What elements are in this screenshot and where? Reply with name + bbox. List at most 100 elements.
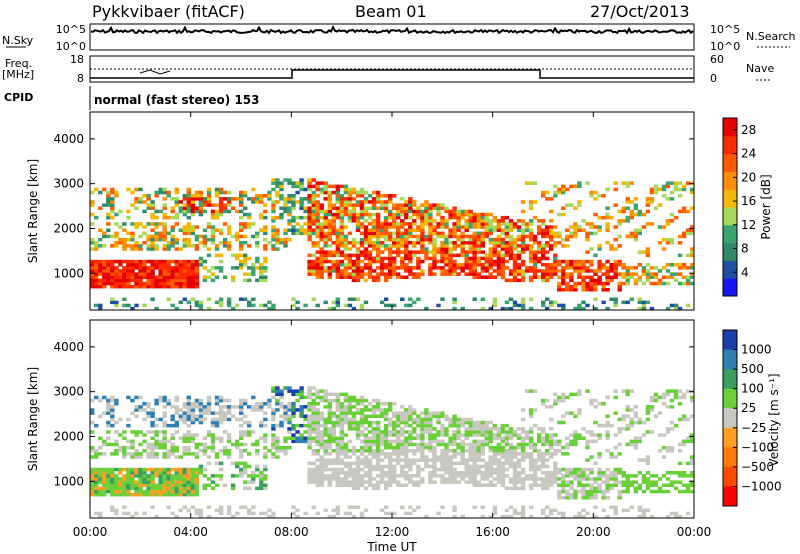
velocity-cell	[102, 486, 107, 491]
velocity-cell	[247, 423, 252, 428]
power-cell	[408, 234, 413, 239]
power-cell	[456, 266, 461, 270]
velocity-cell	[440, 480, 445, 484]
velocity-cell	[359, 445, 365, 450]
velocity-cell	[412, 442, 417, 447]
power-cell	[532, 259, 538, 264]
velocity-cell	[424, 417, 429, 422]
velocity-cell	[561, 392, 566, 397]
velocity-cell	[154, 492, 159, 497]
power-cell	[392, 206, 397, 210]
power-cell	[613, 272, 618, 276]
power-cell	[444, 253, 449, 258]
power-cell	[392, 194, 397, 198]
velocity-cell	[311, 411, 316, 415]
power-cell	[263, 269, 268, 273]
velocity-cell	[186, 477, 191, 481]
velocity-cell	[585, 496, 590, 500]
power-cell	[597, 215, 602, 220]
velocity-cell	[416, 449, 421, 453]
velocity-cell	[134, 492, 139, 497]
power-cell	[512, 244, 518, 248]
velocity-cell	[383, 439, 389, 444]
velocity-cell	[251, 474, 256, 478]
power-cell	[452, 247, 457, 251]
velocity-cell	[549, 474, 554, 478]
power-cell	[661, 194, 667, 198]
velocity-cell	[110, 474, 115, 478]
velocity-cell	[311, 414, 316, 418]
power-cell	[549, 244, 554, 248]
power-cell	[198, 200, 204, 204]
velocity-cell	[637, 439, 642, 444]
power-cell	[202, 241, 208, 245]
velocity-cell	[170, 442, 175, 447]
power-cell	[408, 272, 413, 276]
velocity-cell	[379, 433, 385, 437]
power-cell	[629, 272, 634, 276]
power-cell	[343, 256, 349, 261]
velocity-cell	[440, 430, 445, 434]
power-cell	[158, 231, 163, 236]
velocity-cell	[367, 461, 373, 466]
velocity-cell	[327, 398, 332, 403]
velocity-cell	[444, 442, 449, 447]
power-cell	[263, 244, 268, 248]
power-cell	[311, 190, 316, 195]
velocity-cell	[488, 461, 493, 466]
power-cell	[528, 253, 534, 258]
power-cell	[194, 225, 200, 229]
velocity-cell	[335, 402, 340, 406]
power-cell	[569, 263, 574, 267]
velocity-cell	[601, 508, 606, 513]
velocity-cell	[275, 423, 280, 428]
power-cell	[436, 266, 441, 270]
velocity-cell	[194, 471, 200, 475]
velocity-cell	[500, 445, 506, 450]
power-cell	[432, 247, 437, 251]
power-cell	[629, 297, 634, 301]
velocity-colorbar-tick: −25	[741, 421, 766, 435]
velocity-cell	[319, 467, 324, 472]
velocity-cell	[428, 477, 433, 481]
power-cell	[182, 225, 187, 229]
power-cell	[508, 219, 514, 223]
power-cell	[436, 222, 441, 226]
power-cell	[106, 228, 111, 232]
velocity-cell	[331, 420, 336, 425]
power-cell	[593, 269, 598, 273]
velocity-cell	[178, 417, 183, 422]
velocity-cell	[323, 458, 328, 462]
velocity-cell	[307, 386, 312, 390]
velocity-cell	[512, 461, 518, 466]
power-cell	[545, 228, 550, 232]
velocity-cell	[545, 480, 550, 484]
velocity-cell	[319, 477, 324, 481]
velocity-cell	[504, 452, 510, 456]
power-cell	[134, 284, 139, 289]
velocity-cell	[557, 398, 562, 403]
power-cell	[432, 244, 437, 248]
velocity-cell	[339, 402, 345, 406]
velocity-cell	[561, 489, 566, 494]
velocity-cell	[138, 442, 143, 447]
power-cell	[291, 200, 296, 204]
power-cell	[287, 228, 292, 232]
velocity-cell	[464, 449, 469, 453]
power-cell	[126, 278, 131, 283]
velocity-cell	[492, 427, 498, 431]
velocity-cell	[182, 436, 187, 440]
power-cell	[315, 303, 320, 308]
power-cell	[613, 269, 618, 273]
velocity-cell	[94, 480, 99, 484]
velocity-cell	[359, 433, 365, 437]
velocity-cell	[468, 474, 473, 478]
power-cell	[174, 278, 179, 283]
velocity-cell	[170, 480, 175, 484]
power-cell	[516, 269, 522, 273]
power-cell	[512, 256, 518, 261]
velocity-cell	[311, 477, 316, 481]
power-cell	[396, 272, 401, 276]
power-cell	[186, 190, 191, 195]
velocity-cell	[150, 414, 155, 418]
